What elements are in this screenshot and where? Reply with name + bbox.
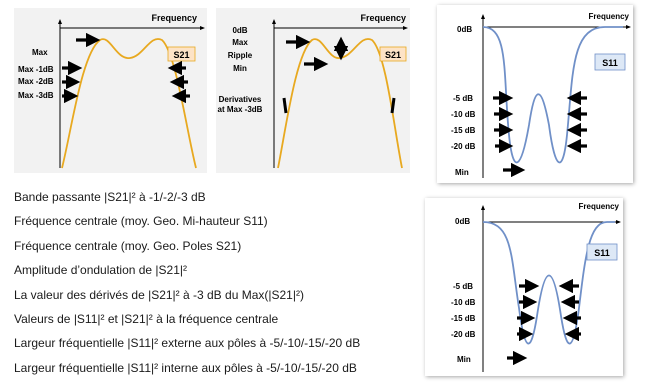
list-item: Fréquence centrale (moy. Geo. Mi-hauteur… [14, 214, 268, 229]
label-ripple: Ripple [228, 51, 253, 60]
label-minus-20db: -20 dB [451, 142, 476, 151]
s11-external-diagram: Frequency 0dB S11 -5 dB -10 dB -15 dB -2… [437, 5, 633, 183]
s21-tag [379, 46, 407, 62]
label-max: Max [32, 48, 48, 57]
s11-curve [482, 221, 615, 345]
s21-levels-diagram: Frequency S21 Max Max -1dB Max -2dB Max … [14, 8, 207, 173]
label-at-max-3db: at Max -3dB [218, 105, 263, 114]
list-item: La valeur des dérivés de |S21|² à -3 dB … [14, 287, 304, 302]
s11-tag [594, 53, 626, 71]
level-arrows [62, 32, 190, 104]
label-minus-10db: -10 dB [451, 298, 476, 307]
list-item: Valeurs de |S11|² et |S21|² à la fréquen… [14, 311, 279, 326]
label-0db: 0dB [455, 217, 470, 226]
external-arrows [493, 90, 587, 178]
parameter-list: Bande passante |S21|² à -1/-2/-3 dB Fréq… [14, 189, 360, 384]
axis-label-frequency: Frequency [360, 13, 406, 23]
label-minus-5db: -5 dB [453, 282, 473, 291]
ripple-arrows [286, 34, 349, 72]
s11-internal-diagram: Frequency 0dB S11 -5 dB -10 dB -15 dB -2… [425, 198, 623, 376]
svg-text:S21: S21 [385, 50, 401, 60]
label-minus-15db: -15 dB [451, 314, 476, 323]
list-item: Fréquence centrale (moy. Geo. Poles S21) [14, 238, 242, 253]
label-minus-5db: -5 dB [453, 94, 473, 103]
label-derivatives: Derivatives [219, 95, 262, 104]
label-min: Min [457, 355, 471, 364]
label-max-2db: Max -2dB [18, 77, 54, 86]
label-minus-10db: -10 dB [451, 110, 476, 119]
s11-tag [586, 243, 618, 261]
internal-arrows [507, 278, 581, 366]
svg-text:S21: S21 [173, 50, 189, 60]
label-minus-15db: -15 dB [451, 126, 476, 135]
s21-ripple-diagram: Frequency S21 0dB Max Ripple Min Derivat… [216, 8, 410, 173]
label-min: Min [455, 168, 469, 177]
axis-label-frequency: Frequency [589, 12, 630, 21]
derivative-mark-right [390, 97, 396, 114]
label-0db: 0dB [457, 25, 472, 34]
label-max: Max [232, 38, 248, 47]
svg-text:S11: S11 [602, 58, 618, 68]
label-min: Min [233, 64, 247, 73]
axis-label-frequency: Frequency [579, 202, 620, 211]
label-max-1db: Max -1dB [18, 65, 54, 74]
list-item: Amplitude d’ondulation de |S21|² [14, 263, 188, 278]
svg-text:S11: S11 [594, 248, 610, 258]
list-item: Bande passante |S21|² à -1/-2/-3 dB [14, 190, 206, 204]
label-max-3db: Max -3dB [18, 91, 54, 100]
label-0db: 0dB [232, 26, 247, 35]
list-item: Largeur fréquentielle |S11|² interne aux… [14, 360, 357, 375]
axis-label-frequency: Frequency [151, 13, 197, 23]
label-minus-20db: -20 dB [451, 330, 476, 339]
derivative-mark-left [282, 97, 288, 114]
list-item: Largeur fréquentielle |S11|² externe aux… [14, 336, 361, 351]
